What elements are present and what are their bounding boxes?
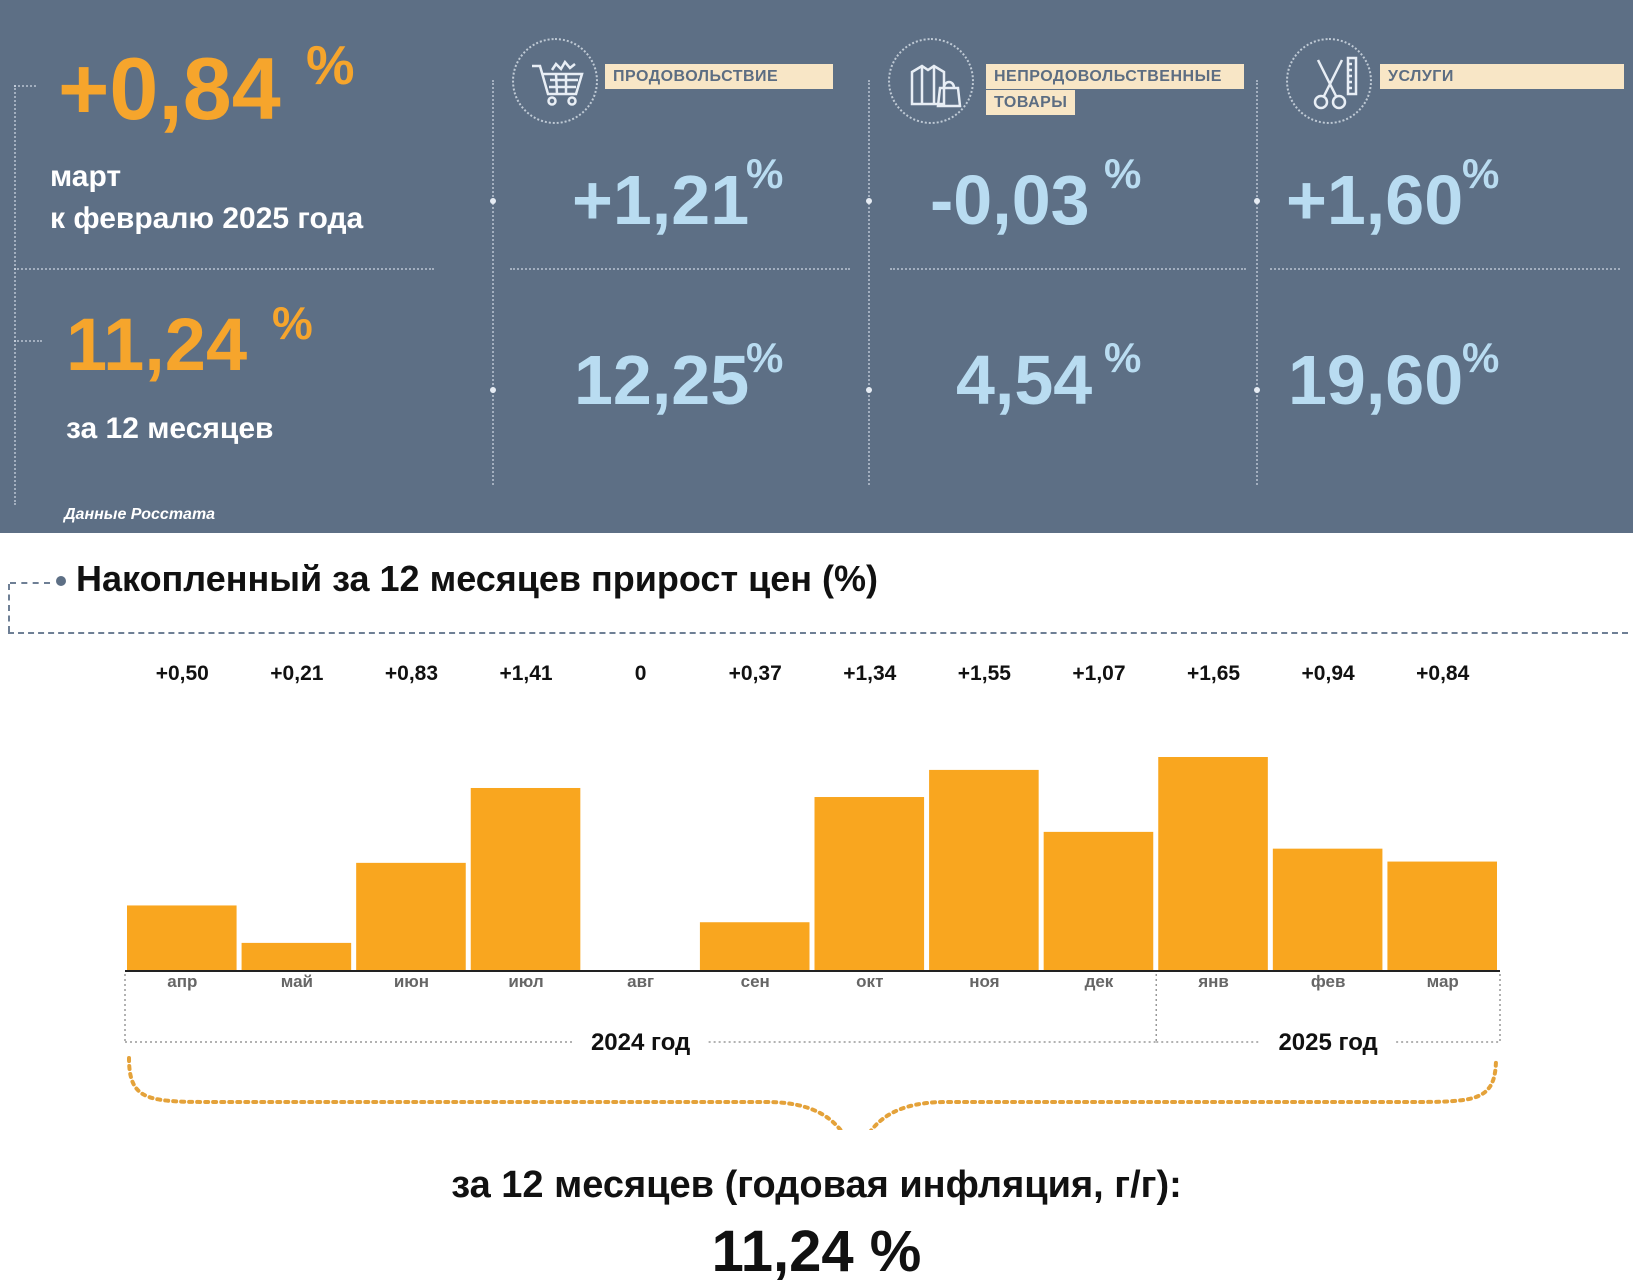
source-note: Данные Росстата [64, 506, 216, 523]
data-label: 0 [635, 662, 647, 685]
bar-сен [699, 922, 810, 970]
annual-inflation-value: 11,24 % [711, 1219, 922, 1284]
year-group-label: 2024 год [591, 1029, 690, 1056]
bar-июн [356, 862, 466, 970]
title-bullet [56, 576, 66, 586]
year-group-label: 2025 год [1278, 1029, 1377, 1056]
percent-sign: % [746, 334, 784, 381]
bar-янв [1158, 757, 1268, 970]
clothes-bag-icon [888, 38, 974, 124]
data-label: +0,84 [1416, 662, 1469, 685]
percent-sign: % [1462, 334, 1500, 381]
x-tick-label: июл [508, 972, 543, 991]
divider [492, 80, 494, 485]
nonfood-year-value: 4,54 [956, 341, 1093, 419]
x-tick-label: фев [1311, 972, 1346, 991]
year-change-number: 11,24 [66, 303, 248, 386]
bullet [866, 387, 872, 393]
x-tick-label: июн [394, 972, 429, 991]
food-year-value: 12,25 [574, 341, 750, 419]
data-label: +0,50 [156, 662, 209, 685]
bar-chart: +0,50 апр +0,21 май +0,83 июн +1,41 июл 0 авг +0,3… [124, 662, 1501, 1130]
shopping-cart-icon [512, 38, 598, 124]
percent-sign: % [272, 297, 313, 349]
data-label: +1,65 [1187, 662, 1240, 685]
x-tick-label: мар [1427, 972, 1459, 991]
x-tick-label: апр [167, 972, 197, 991]
x-tick-label: окт [856, 972, 883, 991]
bar-июл [470, 787, 581, 970]
category-label-nonfood: НЕПРОДОВОЛЬСТВЕННЫЕ [986, 64, 1244, 89]
divider [510, 268, 850, 270]
divider [1270, 268, 1620, 270]
data-label: +1,41 [499, 662, 552, 685]
divider [14, 85, 16, 505]
services-year-value: 19,60 [1288, 341, 1464, 419]
annual-inflation-label: за 12 месяцев (годовая инфляция, г/г): [451, 1164, 1182, 1206]
category-label-food: ПРОДОВОЛЬСТВИЕ [605, 64, 833, 89]
food-month-value: +1,21 [572, 161, 750, 239]
bullet [1254, 387, 1260, 393]
year-caption: за 12 месяцев [66, 412, 274, 445]
data-label: +0,21 [270, 662, 323, 685]
bar-май [241, 942, 352, 970]
bullet [1254, 198, 1260, 204]
divider [14, 268, 434, 270]
x-tick-label: дек [1085, 972, 1114, 991]
x-tick-label: авг [627, 972, 654, 991]
month-change-value: +0,84% [58, 35, 355, 140]
data-label: +1,34 [843, 662, 896, 685]
curly-brace [127, 1056, 1498, 1130]
bar-окт [814, 797, 925, 970]
year-change-value: 11,24% [66, 297, 313, 387]
title-connector [8, 584, 10, 632]
data-label: +0,83 [385, 662, 438, 685]
x-tick-label: сен [741, 972, 770, 991]
bar-ноя [929, 769, 1039, 970]
bar-фев [1272, 848, 1383, 970]
x-tick-label: май [281, 972, 313, 991]
data-label: +1,55 [958, 662, 1011, 685]
percent-sign: % [746, 150, 784, 197]
divider [1256, 80, 1258, 485]
data-label: +1,07 [1072, 662, 1125, 685]
percent-sign: % [1104, 150, 1142, 197]
bar-апр [127, 905, 237, 970]
divider [14, 340, 42, 342]
bar-дек [1043, 831, 1154, 970]
month-change-number: +0,84 [58, 39, 281, 138]
data-label: +0,37 [729, 662, 782, 685]
inflation-summary-panel: +0,84% март к февралю 2025 года 11,24% з… [0, 0, 1633, 533]
data-label: +0,94 [1302, 662, 1355, 685]
x-tick-label: ноя [969, 972, 999, 991]
category-label-services: УСЛУГИ [1380, 64, 1624, 89]
bullet [866, 198, 872, 204]
percent-sign: % [306, 35, 355, 96]
percent-sign: % [1462, 150, 1500, 197]
percent-sign: % [1104, 334, 1142, 381]
divider [890, 268, 1246, 270]
month-caption-line2: к февралю 2025 года [50, 202, 364, 235]
nonfood-month-value: -0,03 [930, 161, 1090, 239]
bar-мар [1387, 861, 1497, 970]
bullet [490, 387, 496, 393]
divider [14, 85, 36, 87]
scissors-comb-icon [1286, 38, 1372, 124]
title-connector [10, 582, 50, 584]
category-label-nonfood-line2: ТОВАРЫ [986, 90, 1076, 115]
services-month-value: +1,60 [1286, 161, 1464, 239]
bullet [490, 198, 496, 204]
divider [868, 80, 870, 485]
month-caption-line1: март [50, 160, 122, 193]
section-divider [8, 632, 1628, 634]
chart-title: Накопленный за 12 месяцев прирост цен (%… [76, 558, 878, 599]
x-tick-label: янв [1197, 972, 1229, 991]
